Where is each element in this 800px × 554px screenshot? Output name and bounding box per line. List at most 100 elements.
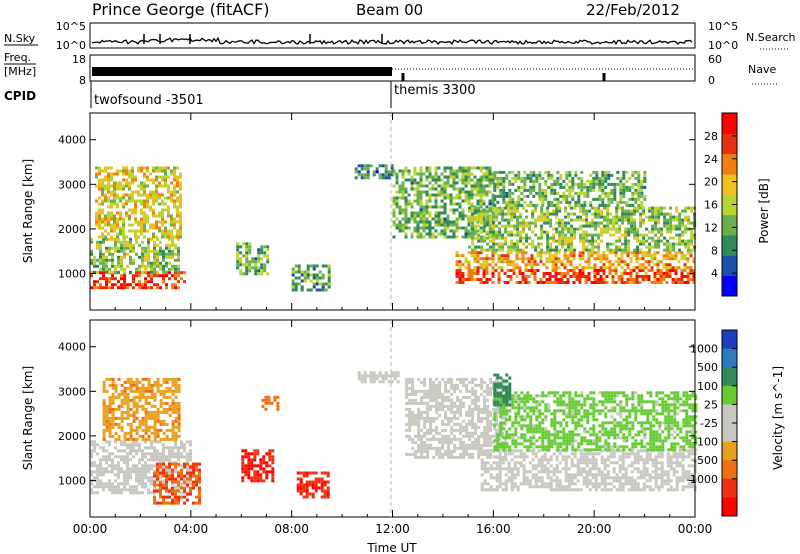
- time-axis-label: Time UT: [366, 541, 417, 554]
- velocity-ytick-label-3: 4000: [58, 341, 86, 354]
- velocity-colorbar-tick-6: -500: [693, 454, 718, 467]
- power-region-4: [291, 264, 331, 292]
- power-colorbar-swatch-4: [722, 194, 737, 216]
- nsky-right-tick-bottom: 10^0: [708, 39, 738, 52]
- time-tick-label-3: 12:00: [375, 522, 410, 536]
- power-ytick-label-1: 2000: [58, 223, 86, 236]
- cpid-label: CPID: [4, 89, 36, 103]
- nsky-trace: [91, 34, 693, 46]
- power-colorbar-label: Power [dB]: [757, 178, 771, 243]
- velocity-colorbar-swatch-1: [722, 348, 737, 368]
- power-colorbar-swatch-5: [722, 174, 737, 195]
- power-colorbar-tick-0: 4: [711, 267, 718, 280]
- beam-title: Beam 00: [356, 1, 423, 19]
- velocity-colorbar-tick-1: 500: [697, 361, 718, 374]
- velocity-colorbar-tick-4: -25: [700, 417, 718, 430]
- nsky-left-tick-top: 10^5: [56, 20, 86, 33]
- velocity-ytick-label-0: 1000: [58, 474, 86, 487]
- freq-unit-label: [MHz]: [4, 65, 36, 78]
- velocity-heatmap: [90, 371, 698, 505]
- velocity-region-10: [493, 373, 512, 407]
- velocity-region-4: [296, 471, 330, 499]
- velocity-region-1: [153, 462, 201, 505]
- velocity-colorbar-swatch-0: [722, 330, 737, 350]
- velocity-colorbar-swatch-6: [722, 441, 737, 461]
- power-colorbar-swatch-2: [722, 235, 737, 256]
- time-tick-label-5: 20:00: [577, 522, 612, 536]
- power-colorbar: 4 8 12 16 20 24 28: [704, 112, 738, 297]
- power-colorbar-tick-6: 28: [704, 130, 718, 143]
- velocity-region-3: [241, 449, 275, 483]
- power-y-axis: 1000 2000 3000 4000: [58, 134, 695, 280]
- freq-label: Freq.: [4, 51, 31, 64]
- power-colorbar-tick-4: 20: [704, 176, 718, 189]
- freq-left-tick-bottom: 8: [79, 74, 86, 87]
- velocity-colorbar-swatch-4: [722, 404, 737, 424]
- power-region-9: [468, 206, 697, 252]
- freq-trace: [92, 67, 392, 76]
- time-tick-label-2: 08:00: [274, 522, 309, 536]
- nsky-right-tick-top: 10^5: [708, 20, 738, 33]
- nsearch-label: N.Search: [746, 31, 796, 44]
- velocity-y-axis-label: Slant Range [km]: [21, 366, 35, 470]
- velocity-y-axis: 1000 2000 3000 4000: [58, 341, 695, 487]
- freq-panel-frame: [89, 54, 696, 82]
- power-ytick-label-2: 3000: [58, 178, 86, 191]
- velocity-region-8: [480, 449, 697, 492]
- power-colorbar-tick-3: 16: [704, 199, 718, 212]
- velocity-ytick-label-2: 3000: [58, 385, 86, 398]
- velocity-colorbar-swatch-3: [722, 385, 737, 405]
- velocity-region-5: [261, 395, 280, 411]
- power-region-8: [455, 251, 696, 270]
- power-colorbar-tick-5: 24: [704, 153, 718, 166]
- velocity-colorbar-swatch-8: [722, 478, 737, 498]
- velocity-x-axis: 00:00 04:00 08:00 12:00 16:00 20:00 00:00: [73, 320, 713, 536]
- power-region-0: [90, 271, 186, 290]
- velocity-colorbar-tick-2: 100: [697, 380, 718, 393]
- velocity-colorbar-tick-5: -100: [693, 436, 718, 449]
- power-colorbar-tick-2: 12: [704, 221, 718, 234]
- velocity-colorbar: 1000 500 100 25 -25 -100 -500 -1000: [686, 329, 738, 517]
- freq-right-tick-bottom: 0: [708, 74, 715, 87]
- power-colorbar-swatch-1: [722, 255, 737, 277]
- power-region-2: [95, 166, 182, 239]
- power-colorbar-tick-1: 8: [711, 244, 718, 257]
- velocity-colorbar-swatch-9: [722, 497, 737, 517]
- freq-right-tick-top: 60: [708, 53, 722, 66]
- power-colorbar-swatch-3: [722, 214, 737, 236]
- power-region-10: [493, 170, 647, 207]
- time-tick-label-6: 00:00: [678, 522, 713, 536]
- nave-label: Nave: [748, 63, 776, 76]
- freq-left-tick-top: 18: [72, 53, 86, 66]
- velocity-colorbar-tick-3: 25: [704, 398, 718, 411]
- power-ytick-label-0: 1000: [58, 267, 86, 280]
- power-region-7: [455, 269, 696, 284]
- power-x-ticks: [89, 113, 696, 310]
- nsky-panel-frame: [89, 22, 696, 49]
- time-tick-label-1: 04:00: [174, 522, 209, 536]
- velocity-colorbar-tick-0: 1000: [690, 343, 718, 356]
- velocity-colorbar-swatch-5: [722, 423, 737, 443]
- cpid-mode-1: twofsound -3501: [94, 93, 204, 108]
- velocity-colorbar-swatch-7: [722, 460, 737, 480]
- power-colorbar-swatch-7: [722, 133, 737, 155]
- nsky-left-tick-bottom: 10^0: [56, 39, 86, 52]
- velocity-region-6: [357, 371, 400, 384]
- velocity-region-2: [102, 377, 181, 441]
- time-tick-label-0: 00:00: [73, 522, 108, 536]
- power-heatmap: [90, 164, 697, 292]
- power-region-6: [392, 166, 495, 239]
- power-region-5: [354, 164, 394, 180]
- power-y-axis-label: Slant Range [km]: [21, 159, 35, 263]
- cpid-mode-2: themis 3300: [394, 83, 476, 98]
- power-region-1: [90, 237, 180, 274]
- velocity-ytick-label-1: 2000: [58, 430, 86, 443]
- nsky-label: N.Sky: [4, 32, 36, 45]
- date-title: 22/Feb/2012: [586, 1, 680, 19]
- velocity-region-9: [493, 391, 698, 452]
- velocity-colorbar-label: Velocity [m s^-1]: [771, 366, 785, 470]
- velocity-colorbar-tick-7: -1000: [686, 473, 718, 486]
- velocity-region-7: [405, 377, 508, 459]
- power-region-3: [236, 242, 270, 276]
